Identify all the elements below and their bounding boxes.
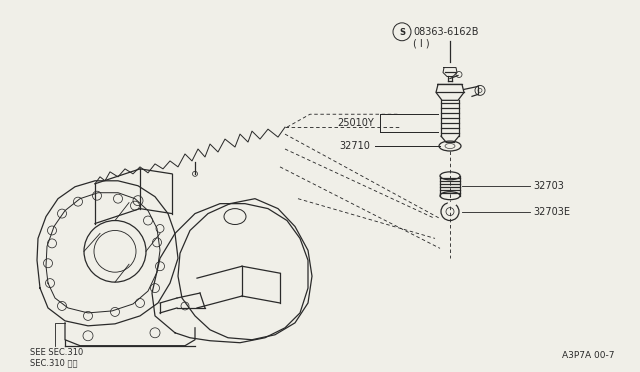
Text: 32710: 32710 [339, 141, 370, 151]
Text: 08363-6162B: 08363-6162B [413, 27, 479, 37]
Text: 32703: 32703 [533, 181, 564, 191]
Text: A3P7A 00-7: A3P7A 00-7 [563, 350, 615, 360]
Text: 32703E: 32703E [533, 206, 570, 217]
Text: ( l ): ( l ) [413, 39, 429, 49]
Text: S: S [399, 28, 405, 37]
Text: SEE SEC.310
SEC.310 参照: SEE SEC.310 SEC.310 参照 [30, 348, 83, 367]
Text: 25010Y: 25010Y [337, 118, 374, 128]
